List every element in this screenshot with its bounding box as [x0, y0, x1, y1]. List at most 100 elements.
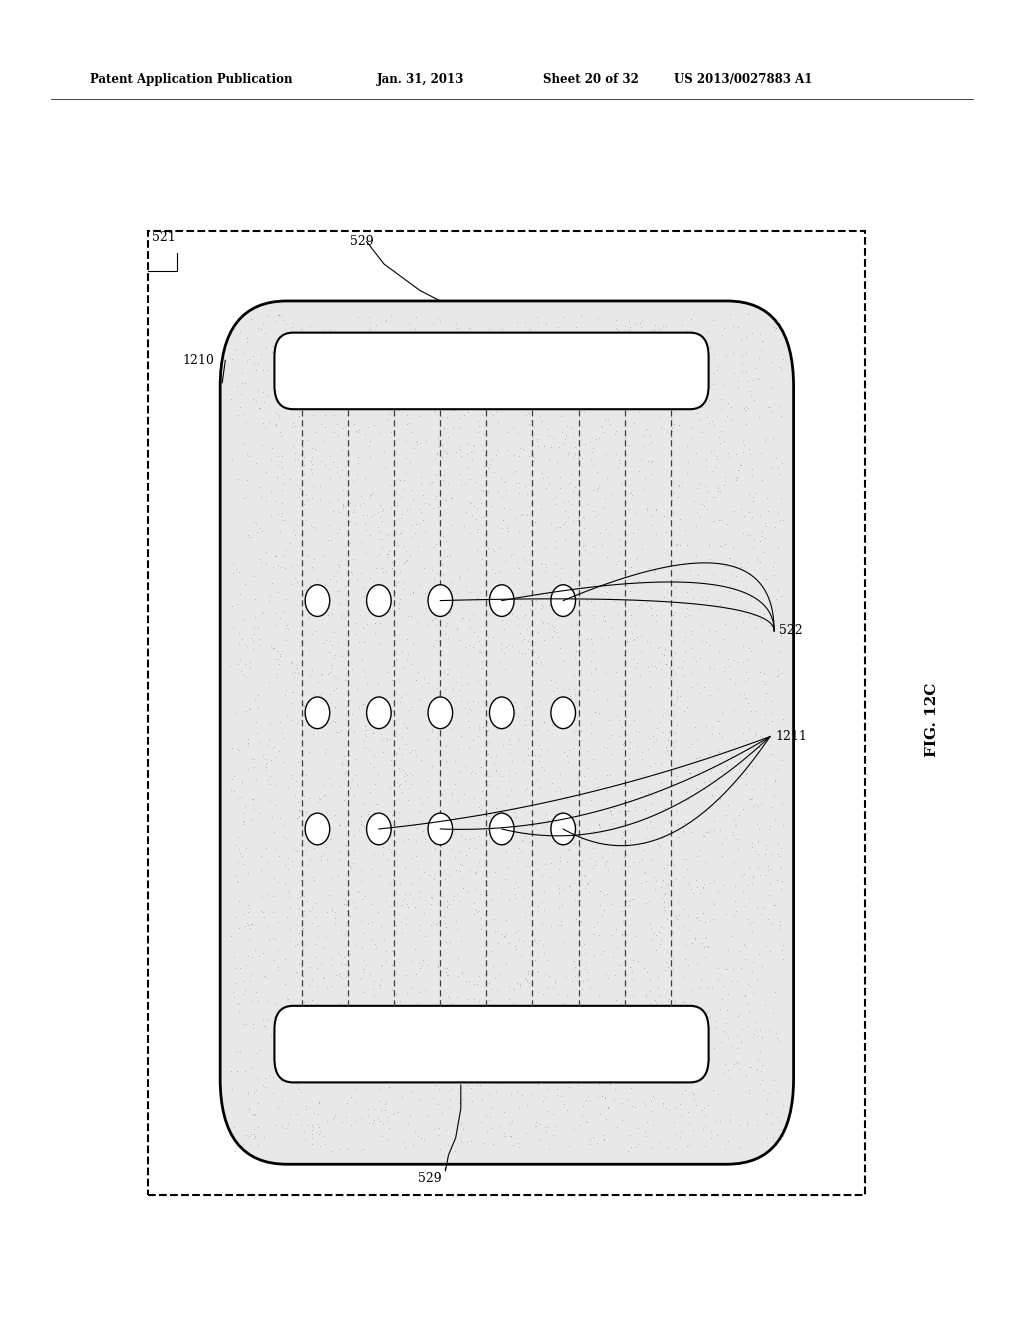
- Point: [660, 677, 677, 698]
- Point: [668, 554, 684, 576]
- Point: [532, 738, 549, 759]
- Point: [570, 767, 587, 788]
- Point: [326, 1024, 342, 1045]
- Point: [696, 1098, 713, 1119]
- Point: [394, 923, 411, 944]
- Point: [769, 870, 785, 891]
- Point: [739, 994, 756, 1015]
- Point: [574, 849, 591, 870]
- Point: [403, 327, 420, 348]
- Point: [535, 467, 551, 488]
- Point: [501, 1064, 517, 1085]
- Point: [654, 722, 671, 743]
- Point: [502, 1125, 518, 1146]
- Point: [324, 1048, 340, 1069]
- Point: [410, 536, 426, 557]
- Point: [536, 942, 552, 964]
- Point: [634, 748, 650, 770]
- Point: [430, 434, 446, 455]
- Point: [734, 430, 751, 451]
- Point: [318, 821, 335, 842]
- Point: [549, 983, 565, 1005]
- Point: [611, 1011, 628, 1032]
- Point: [507, 702, 523, 723]
- Point: [259, 305, 275, 326]
- Point: [386, 845, 402, 866]
- Point: [725, 809, 741, 830]
- Point: [615, 733, 632, 754]
- Point: [666, 483, 682, 504]
- Point: [643, 1090, 659, 1111]
- Point: [667, 1014, 683, 1035]
- Point: [582, 543, 598, 564]
- Point: [628, 656, 644, 677]
- Point: [564, 1065, 581, 1086]
- Text: Sheet 20 of 32: Sheet 20 of 32: [543, 73, 639, 86]
- Point: [715, 704, 731, 725]
- Point: [629, 560, 645, 581]
- Point: [752, 1020, 768, 1041]
- Point: [738, 325, 755, 346]
- Point: [721, 548, 737, 569]
- Point: [253, 343, 269, 364]
- Point: [689, 1015, 706, 1036]
- Point: [402, 847, 419, 869]
- Point: [663, 853, 679, 874]
- Point: [412, 512, 428, 533]
- Point: [497, 927, 513, 948]
- Point: [350, 882, 367, 903]
- Point: [770, 843, 786, 865]
- Point: [653, 399, 670, 420]
- Point: [424, 721, 440, 742]
- Point: [625, 523, 641, 544]
- Point: [310, 392, 327, 413]
- Point: [471, 825, 487, 846]
- Point: [566, 444, 583, 465]
- Point: [437, 961, 454, 982]
- Point: [387, 742, 403, 763]
- Point: [265, 1007, 282, 1028]
- Point: [280, 906, 296, 927]
- Point: [326, 1106, 342, 1127]
- Point: [255, 744, 271, 766]
- Point: [675, 822, 691, 843]
- Point: [624, 961, 640, 982]
- Point: [757, 995, 773, 1016]
- Point: [680, 1051, 696, 1072]
- Point: [306, 574, 323, 595]
- Point: [738, 688, 755, 709]
- Point: [471, 797, 487, 818]
- Point: [628, 572, 644, 593]
- Point: [296, 696, 312, 717]
- Point: [699, 499, 716, 520]
- Point: [528, 343, 545, 364]
- Point: [269, 1097, 286, 1118]
- Point: [447, 1061, 464, 1082]
- Point: [243, 964, 259, 985]
- Point: [380, 546, 396, 568]
- Point: [487, 862, 504, 883]
- Point: [754, 521, 770, 543]
- Point: [642, 595, 658, 616]
- Point: [764, 1126, 780, 1147]
- Point: [768, 1022, 784, 1043]
- Point: [656, 639, 673, 660]
- Point: [616, 892, 633, 913]
- Point: [472, 582, 488, 603]
- Point: [607, 919, 624, 940]
- Point: [311, 788, 328, 809]
- Point: [497, 337, 513, 358]
- Point: [485, 956, 502, 977]
- Point: [681, 560, 697, 581]
- Point: [574, 582, 591, 603]
- Point: [382, 385, 398, 407]
- Point: [423, 1001, 439, 1022]
- Point: [394, 891, 411, 912]
- Point: [395, 535, 412, 556]
- Point: [626, 628, 642, 649]
- Point: [354, 492, 371, 513]
- Point: [329, 523, 345, 544]
- Point: [246, 1123, 262, 1144]
- Point: [757, 779, 773, 800]
- Point: [287, 442, 303, 463]
